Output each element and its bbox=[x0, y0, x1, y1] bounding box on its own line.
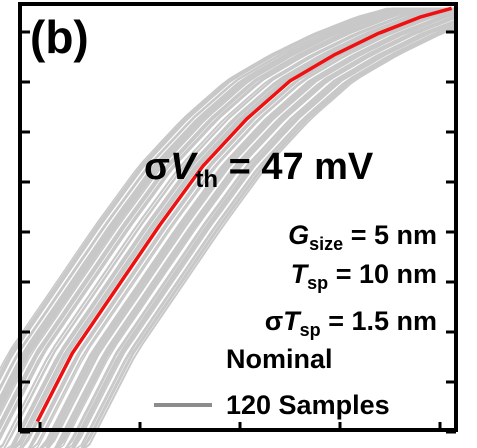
sample-curve bbox=[69, 21, 457, 448]
param-pre: σ bbox=[264, 306, 284, 336]
sigma-symbol: σ bbox=[144, 146, 170, 188]
legend-samples-label: 120 Samples bbox=[226, 390, 390, 420]
param-var: T bbox=[283, 306, 300, 336]
sample-curve bbox=[84, 27, 457, 448]
nominal-curve bbox=[35, 6, 453, 423]
sample-curve bbox=[47, 13, 457, 448]
param-sigma-tsp: σTsp = 1.5 nm bbox=[264, 306, 437, 340]
legend-nominal-label: Nominal bbox=[226, 344, 333, 374]
param-value: = 5 nm bbox=[343, 220, 437, 250]
sample-curve bbox=[39, 11, 457, 448]
param-value: = 10 nm bbox=[328, 259, 437, 289]
param-value: = 1.5 nm bbox=[320, 306, 437, 336]
panel-label: (b) bbox=[30, 11, 89, 63]
sample-curve bbox=[64, 19, 457, 448]
plot-frame bbox=[18, 2, 458, 432]
sample-curve bbox=[14, 7, 456, 448]
sample-curve bbox=[73, 22, 457, 448]
vth-variable: V bbox=[170, 146, 196, 188]
vth-subscript: th bbox=[195, 166, 219, 193]
sample-curve bbox=[35, 10, 457, 448]
sample-curve bbox=[13, 7, 456, 448]
sample-curve bbox=[65, 20, 457, 448]
param-var: G bbox=[288, 220, 310, 250]
sigma-vth-annotation: σVth = 47 mV bbox=[144, 148, 373, 192]
param-tsp: Tsp = 10 nm bbox=[290, 259, 437, 293]
param-sub: sp bbox=[307, 273, 329, 293]
param-var: T bbox=[290, 259, 308, 289]
sample-curve bbox=[82, 25, 457, 448]
sample-curve bbox=[73, 22, 457, 448]
sample-curve bbox=[26, 7, 457, 448]
vth-value: = 47 mV bbox=[218, 146, 374, 188]
sample-curve bbox=[58, 17, 457, 448]
sample-curve bbox=[80, 24, 457, 448]
sample-curve bbox=[75, 24, 457, 448]
sample-curve bbox=[31, 9, 457, 448]
sample-curve bbox=[41, 12, 457, 448]
sample-curve bbox=[29, 8, 457, 448]
axis-ticks bbox=[20, 30, 456, 434]
sample-curve bbox=[82, 26, 457, 448]
param-gsize: Gsize = 5 nm bbox=[288, 220, 437, 254]
param-sub: size bbox=[309, 234, 344, 254]
sample-curve bbox=[56, 16, 457, 448]
param-sub: sp bbox=[299, 320, 321, 340]
legend-samples-swatch bbox=[154, 403, 212, 407]
sample-curve bbox=[52, 15, 457, 448]
